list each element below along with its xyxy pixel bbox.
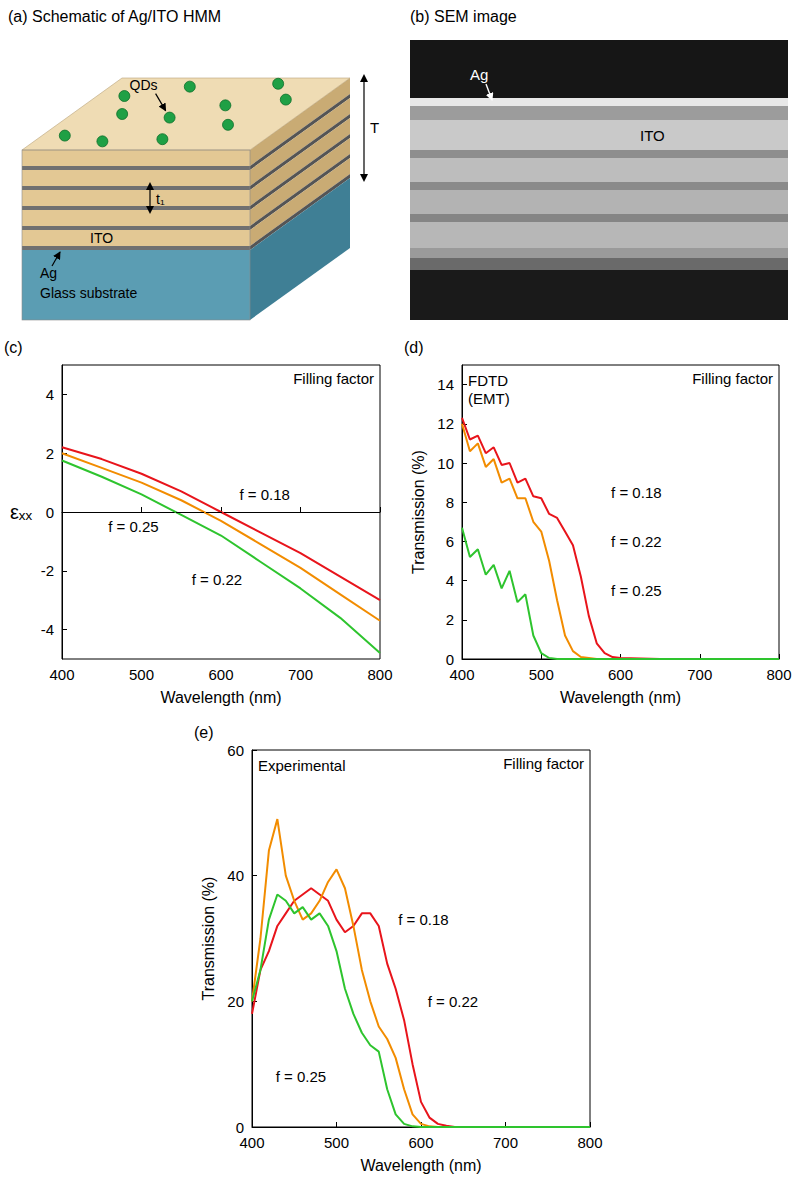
svg-text:6: 6: [446, 533, 454, 550]
svg-text:Glass substrate: Glass substrate: [40, 285, 137, 301]
svg-text:400: 400: [49, 666, 74, 683]
svg-text:f = 0.18: f = 0.18: [611, 484, 661, 501]
svg-text:(a) Schematic of Ag/ITO HMM: (a) Schematic of Ag/ITO HMM: [8, 8, 221, 25]
svg-text:0: 0: [236, 1119, 244, 1136]
svg-text:(c): (c): [4, 339, 23, 356]
svg-text:ITO: ITO: [90, 230, 113, 246]
svg-text:Transmission (%): Transmission (%): [200, 877, 217, 1001]
svg-text:4: 4: [46, 386, 54, 403]
svg-text:400: 400: [239, 1134, 264, 1151]
svg-text:(b) SEM image: (b) SEM image: [410, 8, 517, 25]
svg-text:8: 8: [446, 494, 454, 511]
svg-text:f = 0.22: f = 0.22: [192, 571, 242, 588]
svg-text:500: 500: [324, 1134, 349, 1151]
svg-text:QDs: QDs: [130, 77, 158, 93]
svg-text:Filling factor: Filling factor: [293, 370, 374, 387]
svg-text:Ag: Ag: [470, 66, 488, 83]
svg-text:600: 600: [208, 666, 233, 683]
svg-text:700: 700: [687, 666, 712, 683]
svg-text:60: 60: [227, 742, 244, 759]
svg-text:20: 20: [227, 993, 244, 1010]
svg-text:t₁: t₁: [156, 191, 165, 207]
svg-text:800: 800: [577, 1134, 602, 1151]
svg-text:800: 800: [367, 666, 392, 683]
svg-text:Wavelength (nm): Wavelength (nm): [160, 689, 281, 706]
svg-text:(d): (d): [404, 339, 424, 356]
svg-text:40: 40: [227, 867, 244, 884]
svg-text:f = 0.18: f = 0.18: [239, 486, 289, 503]
svg-text:600: 600: [608, 666, 633, 683]
svg-text:400: 400: [449, 666, 474, 683]
svg-text:Wavelength (nm): Wavelength (nm): [360, 1157, 481, 1174]
svg-text:500: 500: [129, 666, 154, 683]
svg-text:Filling factor: Filling factor: [692, 370, 773, 387]
svg-text:Ag: Ag: [40, 265, 57, 281]
svg-text:-2: -2: [41, 562, 54, 579]
svg-text:ITO: ITO: [640, 127, 665, 144]
svg-text:(e): (e): [194, 724, 214, 741]
svg-text:f = 0.18: f = 0.18: [398, 911, 448, 928]
svg-text:10: 10: [437, 455, 454, 472]
svg-text:Transmission (%): Transmission (%): [410, 450, 427, 574]
svg-text:Wavelength (nm): Wavelength (nm): [560, 689, 681, 706]
svg-text:2: 2: [46, 445, 54, 462]
svg-text:T: T: [370, 119, 379, 136]
svg-text:12: 12: [437, 415, 454, 432]
svg-text:Filling factor: Filling factor: [503, 755, 584, 772]
svg-text:f = 0.22: f = 0.22: [428, 993, 478, 1010]
svg-text:14: 14: [437, 376, 454, 393]
svg-text:f = 0.25: f = 0.25: [611, 582, 661, 599]
svg-text:f = 0.25: f = 0.25: [108, 518, 158, 535]
svg-text:f = 0.22: f = 0.22: [611, 533, 661, 550]
svg-text:0: 0: [46, 504, 54, 521]
svg-text:εₓₓ: εₓₓ: [10, 501, 32, 523]
svg-text:-4: -4: [41, 621, 54, 638]
svg-text:800: 800: [766, 666, 791, 683]
svg-text:700: 700: [288, 666, 313, 683]
svg-text:700: 700: [493, 1134, 518, 1151]
svg-text:2: 2: [446, 611, 454, 628]
svg-text:Experimental: Experimental: [258, 757, 346, 774]
svg-text:4: 4: [446, 572, 454, 589]
svg-text:600: 600: [408, 1134, 433, 1151]
svg-text:FDTD: FDTD: [468, 372, 508, 389]
svg-text:500: 500: [529, 666, 554, 683]
svg-text:f = 0.25: f = 0.25: [276, 1068, 326, 1085]
svg-text:(EMT): (EMT): [468, 390, 510, 407]
svg-text:0: 0: [446, 651, 454, 668]
